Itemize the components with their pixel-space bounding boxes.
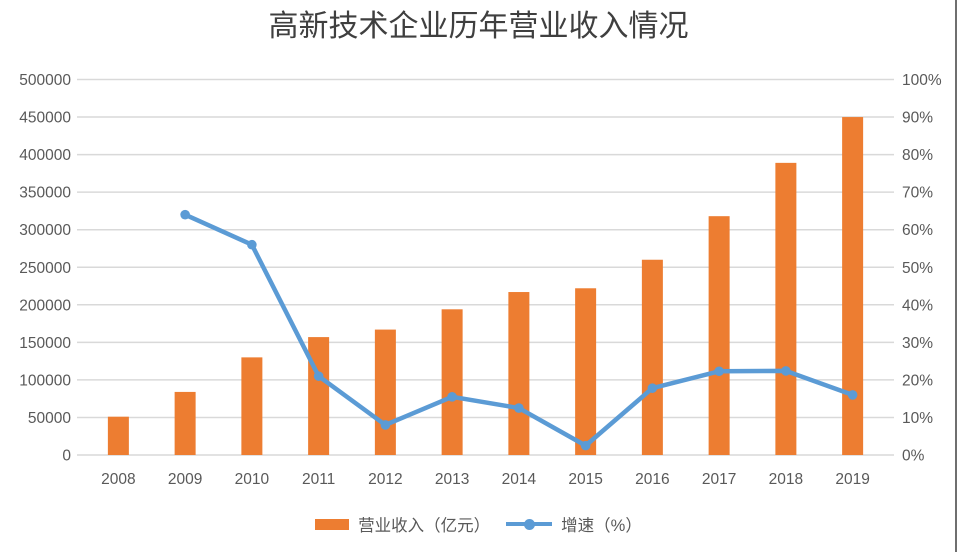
right-axis-tick-label: 40% xyxy=(902,297,933,314)
line-series xyxy=(180,209,858,451)
left-axis-tick-label: 0 xyxy=(62,448,71,465)
bar-2017 xyxy=(708,216,730,455)
line-marker-icon xyxy=(180,209,190,220)
x-axis-tick-label: 2012 xyxy=(368,471,402,488)
line-marker-icon xyxy=(514,403,524,413)
left-axis-tick-label: 400000 xyxy=(19,147,71,164)
line-marker-icon xyxy=(847,390,858,400)
right-axis-tick-label: 90% xyxy=(902,110,933,127)
line-marker-icon xyxy=(447,391,457,402)
left-axis-tick-label: 100000 xyxy=(19,372,71,389)
legend-line-swatch-icon xyxy=(506,518,553,530)
line-marker-icon xyxy=(247,239,257,250)
legend: 营业收入（亿元） 增速（%） xyxy=(0,504,957,544)
x-axis-tick-label: 2010 xyxy=(235,471,270,488)
left-axis-tick-label: 300000 xyxy=(19,222,71,239)
right-axis-labels: 0% 10% 20% 30% 40% 50% 60% 70% 80% 90% 100% xyxy=(902,72,942,465)
bar-2013 xyxy=(441,309,463,455)
line-marker-icon xyxy=(781,366,791,376)
legend-growth-label: 增速（%） xyxy=(561,517,642,535)
x-axis-tick-label: 2018 xyxy=(769,471,803,488)
x-axis-tick-label: 2009 xyxy=(168,471,202,488)
line-marker-icon xyxy=(380,420,391,430)
screen-right-edge xyxy=(955,0,957,552)
x-axis-tick-label: 2008 xyxy=(101,471,135,488)
right-axis-tick-label: 30% xyxy=(902,335,933,352)
left-axis-tick-label: 500000 xyxy=(19,72,71,89)
bar-2011 xyxy=(308,337,330,455)
left-axis-tick-label: 200000 xyxy=(19,297,71,314)
legend-line-marker-icon xyxy=(523,518,535,530)
line-marker-icon xyxy=(580,440,591,451)
right-axis-tick-label: 100% xyxy=(902,72,942,89)
bar-2016 xyxy=(641,259,663,455)
x-axis-tick-label: 2011 xyxy=(302,471,335,488)
chart-title: 高新技术企业历年营业收入情况 xyxy=(268,9,689,44)
legend-bar-swatch-icon xyxy=(315,518,350,530)
bar-2014 xyxy=(508,292,530,455)
bar-2012 xyxy=(374,329,396,455)
right-axis-tick-label: 20% xyxy=(902,372,933,389)
legend-revenue-label: 营业收入（亿元） xyxy=(358,517,491,535)
legend-item-revenue: 营业收入（亿元） xyxy=(315,512,490,536)
x-axis-tick-label: 2013 xyxy=(435,471,469,488)
right-axis-tick-label: 60% xyxy=(902,222,933,239)
bar-2009 xyxy=(174,391,196,455)
x-axis-tick-label: 2015 xyxy=(568,471,602,488)
bar-2015 xyxy=(575,288,597,455)
x-axis-tick-label: 2019 xyxy=(835,471,869,488)
legend-item-growth: 增速（%） xyxy=(506,512,642,536)
bar-2018 xyxy=(775,162,797,455)
right-axis-tick-label: 50% xyxy=(902,260,933,277)
x-axis-tick-label: 2017 xyxy=(702,471,736,488)
x-axis-tick-label: 2014 xyxy=(502,471,537,488)
line-marker-icon xyxy=(714,366,724,377)
right-axis-tick-label: 0% xyxy=(902,448,925,465)
left-axis-tick-label: 450000 xyxy=(19,110,71,127)
right-axis-tick-label: 80% xyxy=(902,147,933,164)
left-axis-labels: 0 50000 100000 150000 200000 250000 300000 3500… xyxy=(19,72,71,465)
gridlines xyxy=(77,78,894,456)
bar-2008 xyxy=(107,416,129,455)
right-axis-tick-label: 70% xyxy=(902,185,933,202)
x-axis-tick-label: 2016 xyxy=(635,471,669,488)
line-marker-icon xyxy=(313,371,324,381)
left-axis-tick-label: 50000 xyxy=(28,410,71,427)
bar-2010 xyxy=(241,357,263,455)
bar-2019 xyxy=(842,117,864,456)
line-marker-icon xyxy=(647,383,658,393)
left-axis-tick-label: 150000 xyxy=(19,335,71,352)
x-axis-labels: 2008 2009 2010 2011 2012 2013 2014 2015 2016 2017… xyxy=(101,471,870,488)
right-axis-tick-label: 10% xyxy=(902,410,933,427)
left-axis-tick-label: 250000 xyxy=(19,260,71,277)
left-axis-tick-label: 350000 xyxy=(19,185,71,202)
